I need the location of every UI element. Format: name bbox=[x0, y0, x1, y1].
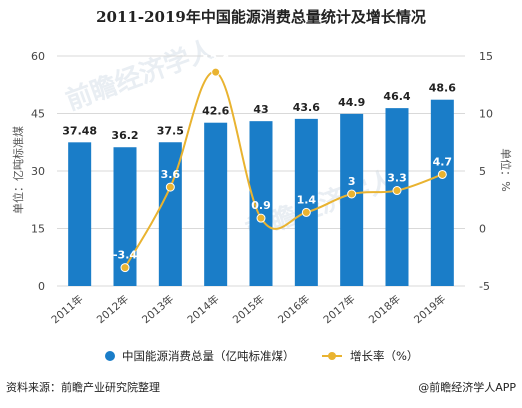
legend-bar-marker bbox=[105, 351, 115, 361]
bar-value-label: 37.5 bbox=[157, 124, 184, 137]
bar bbox=[340, 113, 364, 286]
bar bbox=[249, 121, 273, 287]
line-series: -3.4 3.6 13.6 0.9 1.4 3 3.3 4.7 bbox=[113, 53, 453, 273]
legend: 中国能源消费总量（亿吨标准煤） 增长率（%） bbox=[105, 349, 418, 363]
bar bbox=[158, 142, 182, 286]
growth-rate-point bbox=[211, 67, 221, 77]
bar-value-label: 46.4 bbox=[383, 90, 410, 103]
bar bbox=[294, 118, 318, 286]
y-tick-label: 30 bbox=[31, 165, 45, 178]
bar-value-label: 44.9 bbox=[338, 96, 365, 109]
bar bbox=[204, 122, 228, 286]
y2-tick-label: 10 bbox=[479, 108, 493, 121]
bar bbox=[430, 99, 454, 286]
source-note: 资料来源：前瞻产业研究院整理 bbox=[6, 380, 160, 394]
growth-rate-label: 13.6 bbox=[202, 53, 229, 66]
x-axis-ticks: 2011年 2012年 2013年 2014年 2015年 2016年 2017年 2018年… bbox=[49, 292, 449, 326]
growth-rate-label: 1.4 bbox=[297, 193, 317, 206]
legend-line-label: 增长率（%） bbox=[350, 349, 418, 363]
growth-rate-label: 3 bbox=[348, 175, 356, 188]
chart-title: 2011-2019年中国能源消费总量统计及增长情况 bbox=[96, 8, 426, 26]
bar-value-label: 43.6 bbox=[293, 101, 320, 114]
legend-bar-label: 中国能源消费总量（亿吨标准煤） bbox=[122, 349, 295, 363]
bar-value-label: 42.6 bbox=[202, 105, 229, 118]
growth-rate-label: -3.4 bbox=[113, 249, 137, 262]
growth-rate-point bbox=[165, 182, 175, 192]
x-tick-label: 2016年 bbox=[275, 292, 312, 326]
bar-value-label: 36.2 bbox=[111, 129, 138, 142]
growth-rate-point bbox=[347, 189, 357, 199]
y-tick-label: 15 bbox=[31, 223, 45, 236]
growth-rate-point bbox=[392, 186, 402, 196]
bar-series: 37.48 36.2 37.5 42.6 43 43.6 44.9 46.4 48.6 bbox=[62, 82, 456, 287]
bar bbox=[113, 147, 137, 286]
growth-rate-label: 3.3 bbox=[387, 172, 407, 185]
growth-rate-point bbox=[301, 207, 311, 217]
bar bbox=[68, 142, 92, 286]
x-tick-label: 2012年 bbox=[94, 292, 131, 326]
growth-rate-point bbox=[256, 213, 266, 223]
growth-rate-point bbox=[120, 263, 130, 273]
footer: 资料来源：前瞻产业研究院整理 @前瞻经济学人APP bbox=[6, 380, 516, 394]
x-tick-label: 2018年 bbox=[366, 292, 403, 326]
y-tick-label: 60 bbox=[31, 50, 45, 63]
growth-rate-label: 3.6 bbox=[161, 168, 181, 181]
x-tick-label: 2015年 bbox=[230, 292, 267, 326]
y2-tick-label: 15 bbox=[479, 50, 493, 63]
growth-rate-label: 0.9 bbox=[251, 199, 271, 212]
y-tick-label: 45 bbox=[31, 108, 45, 121]
x-tick-label: 2017年 bbox=[321, 292, 358, 326]
y-tick-label: 0 bbox=[38, 280, 45, 293]
bar bbox=[385, 108, 409, 286]
x-tick-label: 2014年 bbox=[185, 292, 222, 326]
x-tick-label: 2011年 bbox=[49, 292, 86, 326]
bar-value-label: 37.48 bbox=[62, 124, 97, 137]
growth-rate-point bbox=[437, 169, 447, 179]
y-axis-label: 单位：亿吨标准煤 bbox=[11, 126, 25, 214]
growth-rate-label: 4.7 bbox=[433, 155, 453, 168]
y2-tick-label: 0 bbox=[479, 223, 486, 236]
brand-credit: @前瞻经济学人APP bbox=[418, 380, 516, 394]
y2-tick-label: -5 bbox=[479, 280, 490, 293]
y2-axis-ticks: -5 0 5 10 15 bbox=[479, 50, 493, 293]
x-tick-label: 2019年 bbox=[411, 292, 448, 326]
bar-value-label: 43 bbox=[253, 103, 268, 116]
legend-line-marker bbox=[328, 352, 336, 360]
x-tick-label: 2013年 bbox=[139, 292, 176, 326]
bar-value-label: 48.6 bbox=[429, 82, 456, 95]
y2-axis-label: 单位：% bbox=[499, 148, 513, 191]
y2-tick-label: 5 bbox=[479, 165, 486, 178]
y-axis-ticks: 0 15 30 45 60 bbox=[31, 50, 45, 293]
